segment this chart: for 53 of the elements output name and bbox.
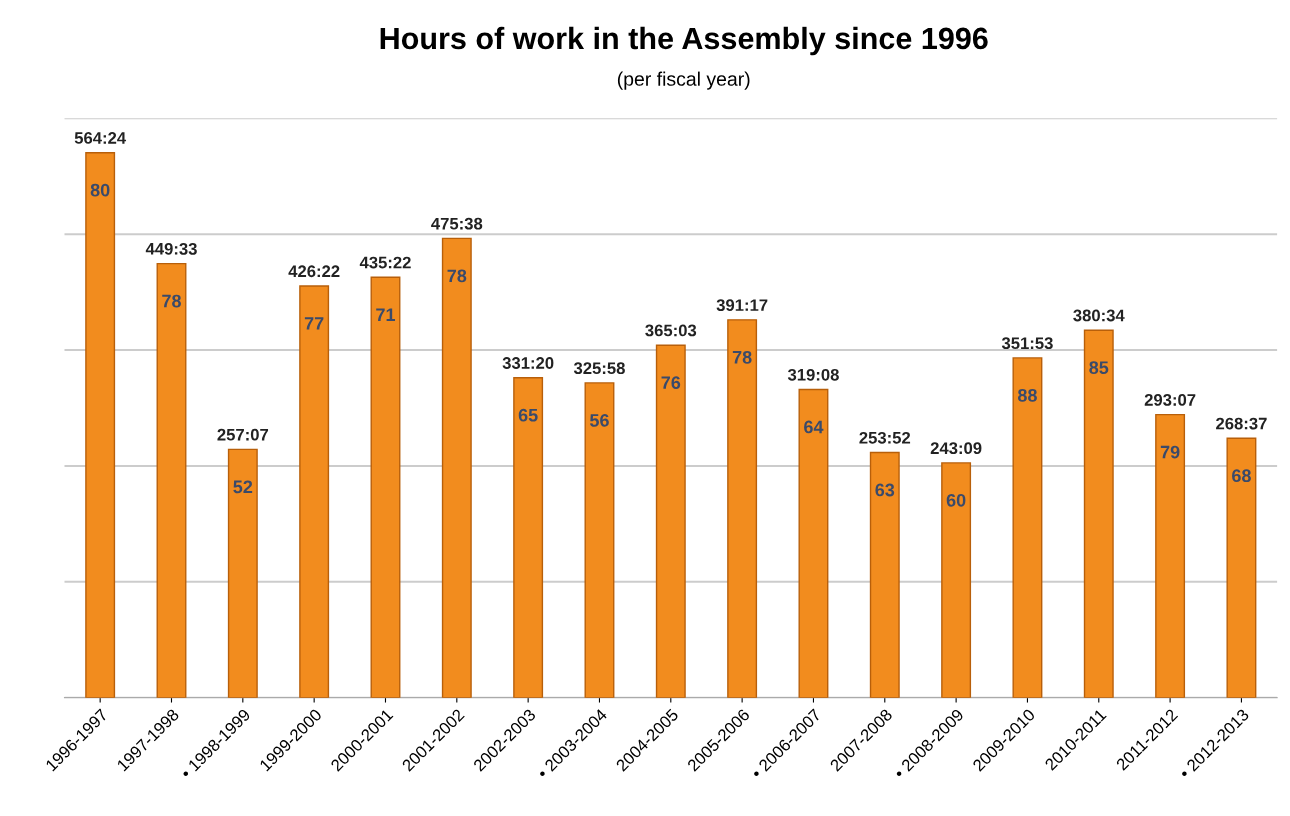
annotation: 78 xyxy=(162,294,181,308)
bar xyxy=(227,448,258,698)
bar xyxy=(655,344,686,698)
data-label: 564:24 xyxy=(74,132,127,144)
data-label: 351:53 xyxy=(1001,337,1053,350)
bar xyxy=(1155,413,1186,698)
bar xyxy=(584,382,615,698)
data-label: 449:33 xyxy=(145,242,197,255)
annotation: 60 xyxy=(946,493,966,507)
data-label: 331:20 xyxy=(502,357,554,369)
data-label: 391:17 xyxy=(716,299,768,312)
bar xyxy=(370,276,401,698)
data-label: 380:34 xyxy=(1073,309,1125,322)
annotation: 78 xyxy=(447,269,467,283)
data-label: 253:52 xyxy=(859,431,911,444)
annotation: 79 xyxy=(1160,445,1180,459)
bar xyxy=(727,319,758,698)
annotation: 64 xyxy=(804,420,824,434)
annotation: 80 xyxy=(90,183,110,197)
data-label: 325:58 xyxy=(573,362,625,375)
data-label: 293:07 xyxy=(1144,393,1196,406)
bar xyxy=(1226,437,1257,698)
annotation: 52 xyxy=(233,480,253,494)
bar xyxy=(1012,357,1043,698)
bar xyxy=(85,152,116,698)
bar xyxy=(1083,329,1114,698)
annotation: 76 xyxy=(661,376,681,390)
bar xyxy=(513,377,544,698)
data-label: 257:07 xyxy=(217,428,269,441)
annotation: 56 xyxy=(589,413,609,427)
data-label: 426:22 xyxy=(288,265,340,278)
chart-title: Hours of work in the Assembly since 1996 xyxy=(380,26,988,56)
data-label: 243:09 xyxy=(930,442,982,455)
annotation: 71 xyxy=(376,308,396,321)
annotation: 78 xyxy=(732,350,752,364)
annotation: 85 xyxy=(1089,361,1109,375)
bar xyxy=(798,388,829,698)
bar xyxy=(299,285,330,698)
data-label: 475:38 xyxy=(431,217,483,230)
bar xyxy=(156,262,187,698)
annotation: 88 xyxy=(1017,388,1037,402)
bar xyxy=(441,237,472,698)
chart-subtitle: (per fiscal year) xyxy=(617,71,750,90)
annotation: 68 xyxy=(1232,469,1251,483)
bar xyxy=(869,451,900,698)
bar xyxy=(941,462,972,698)
data-label: 435:22 xyxy=(359,256,411,269)
data-label: 365:03 xyxy=(645,324,697,337)
data-label: 319:08 xyxy=(787,368,839,381)
annotation: 65 xyxy=(518,408,538,422)
annotation: 63 xyxy=(875,483,895,497)
annotation: 77 xyxy=(304,317,324,330)
data-label: 268:37 xyxy=(1216,417,1267,430)
